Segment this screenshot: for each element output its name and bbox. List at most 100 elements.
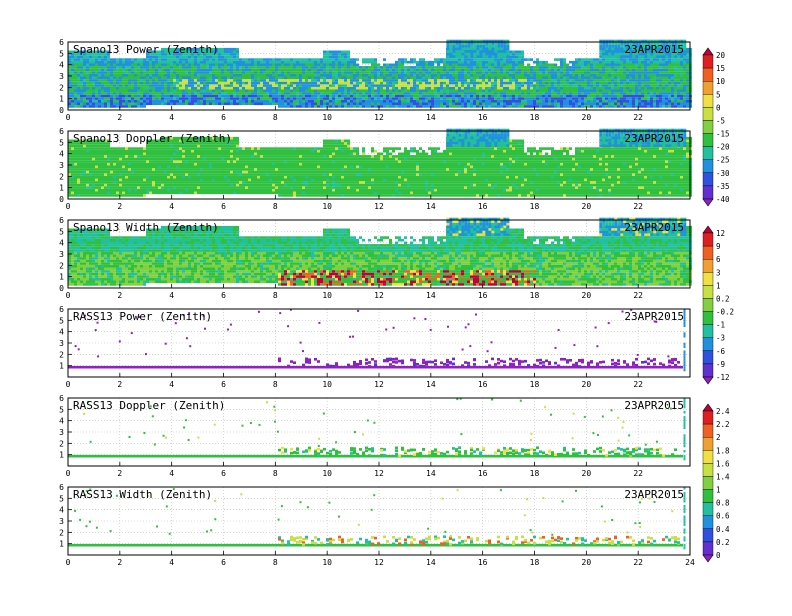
- heatmap-cell: [374, 84, 377, 87]
- heatmap-cell: [83, 58, 86, 61]
- heatmap-cell: [185, 69, 188, 72]
- heatmap-cell: [380, 90, 383, 93]
- heatmap-cell: [254, 69, 257, 72]
- heatmap-cell: [89, 145, 92, 148]
- heatmap-cell: [263, 92, 266, 95]
- heatmap-cell: [332, 84, 335, 87]
- heatmap-cell: [419, 79, 422, 82]
- heatmap-cell: [629, 64, 632, 67]
- heatmap-cell: [407, 69, 410, 72]
- heatmap-cell: [215, 95, 218, 98]
- heatmap-cell: [227, 56, 230, 59]
- heatmap-cell: [161, 56, 164, 59]
- heatmap-cell: [74, 84, 77, 87]
- heatmap-cell: [623, 69, 626, 72]
- heatmap-cell: [182, 74, 185, 77]
- heatmap-cell: [584, 79, 587, 82]
- heatmap-cell: [251, 103, 254, 106]
- heatmap-cell: [401, 90, 404, 93]
- heatmap-cell: [464, 84, 467, 87]
- heatmap-cell: [479, 74, 482, 77]
- heatmap-cell: [263, 74, 266, 77]
- heatmap-cell: [125, 92, 128, 95]
- heatmap-cell: [566, 71, 569, 74]
- heatmap-cell: [95, 181, 98, 184]
- heatmap-cell: [677, 92, 680, 95]
- heatmap-cell: [80, 173, 83, 176]
- heatmap-cell: [518, 103, 521, 106]
- heatmap-cell: [515, 95, 518, 98]
- heatmap-cell: [80, 184, 83, 187]
- heatmap-cell: [362, 74, 365, 77]
- heatmap-cell: [392, 105, 395, 108]
- heatmap-cell: [455, 97, 458, 100]
- heatmap-cell: [353, 74, 356, 77]
- heatmap-cell: [419, 97, 422, 100]
- heatmap-cell: [218, 87, 221, 90]
- heatmap-cell: [101, 71, 104, 74]
- heatmap-cell: [77, 147, 80, 150]
- heatmap-cell: [227, 71, 230, 74]
- heatmap-cell: [92, 194, 95, 197]
- heatmap-cell: [173, 97, 176, 100]
- heatmap-cell: [599, 97, 602, 100]
- heatmap-cell: [668, 100, 671, 103]
- heatmap-cell: [686, 74, 689, 77]
- heatmap-cell: [104, 105, 107, 108]
- heatmap-cell: [539, 95, 542, 98]
- heatmap-cell: [296, 61, 299, 64]
- heatmap-cell: [533, 79, 536, 82]
- heatmap-cell: [680, 74, 683, 77]
- heatmap-cell: [242, 69, 245, 72]
- heatmap-cell: [563, 64, 566, 67]
- heatmap-cell: [158, 77, 161, 80]
- heatmap-cell: [347, 105, 350, 108]
- heatmap-cell: [338, 103, 341, 106]
- heatmap-cell: [296, 97, 299, 100]
- heatmap-cell: [629, 69, 632, 72]
- heatmap-cell: [410, 61, 413, 64]
- heatmap-cell: [311, 64, 314, 67]
- heatmap-cell: [527, 90, 530, 93]
- heatmap-cell: [71, 160, 74, 163]
- heatmap-cell: [617, 79, 620, 82]
- heatmap-cell: [368, 61, 371, 64]
- heatmap-cell: [506, 64, 509, 67]
- heatmap-cell: [131, 74, 134, 77]
- heatmap-cell: [125, 58, 128, 61]
- heatmap-cell: [371, 100, 374, 103]
- heatmap-cell: [224, 53, 227, 56]
- heatmap-cell: [368, 71, 371, 74]
- heatmap-cell: [344, 77, 347, 80]
- heatmap-cell: [545, 105, 548, 108]
- heatmap-cell: [221, 58, 224, 61]
- heatmap-cell: [344, 90, 347, 93]
- heatmap-cell: [263, 100, 266, 103]
- heatmap-cell: [503, 66, 506, 69]
- heatmap-cell: [137, 95, 140, 98]
- heatmap-cell: [209, 77, 212, 80]
- heatmap-cell: [509, 92, 512, 95]
- heatmap-cell: [425, 71, 428, 74]
- heatmap-cell: [323, 51, 326, 54]
- heatmap-cell: [338, 95, 341, 98]
- heatmap-cell: [293, 66, 296, 69]
- heatmap-cell: [515, 74, 518, 77]
- heatmap-cell: [194, 84, 197, 87]
- heatmap-cell: [92, 82, 95, 85]
- heatmap-cell: [437, 95, 440, 98]
- heatmap-cell: [425, 66, 428, 69]
- heatmap-cell: [74, 61, 77, 64]
- heatmap-cell: [380, 79, 383, 82]
- heatmap-cell: [77, 150, 80, 153]
- heatmap-cell: [605, 42, 608, 45]
- heatmap-cell: [641, 69, 644, 72]
- heatmap-cell: [95, 150, 98, 153]
- heatmap-cell: [572, 66, 575, 69]
- heatmap-cell: [374, 100, 377, 103]
- heatmap-cell: [80, 58, 83, 61]
- heatmap-cell: [98, 147, 101, 150]
- heatmap-cell: [488, 77, 491, 80]
- heatmap-cell: [83, 194, 86, 197]
- heatmap-cell: [200, 90, 203, 93]
